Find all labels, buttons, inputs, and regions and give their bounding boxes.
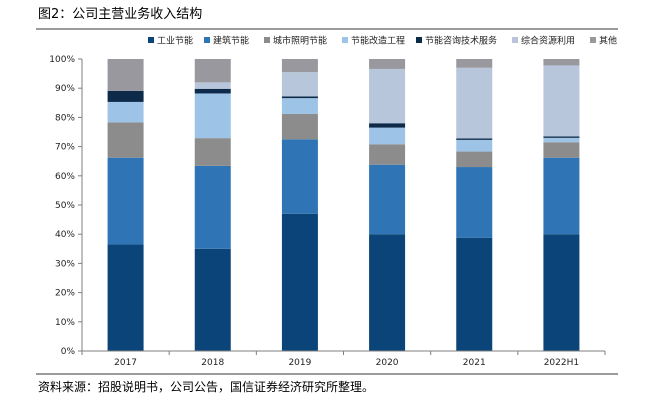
- bar-segment: [194, 248, 231, 351]
- x-tick-label: 2021: [463, 358, 486, 368]
- bar-stack-2021: [456, 59, 493, 351]
- legend-swatch: [204, 37, 210, 43]
- source-note: 资料来源：招股说明书，公司公告，国信证券经济研究所整理。: [38, 380, 375, 394]
- legend: 工业节能 建筑节能 城市照明节能 节能改造工程 节能咨询技术服务 综合资源利用 其他: [148, 35, 617, 47]
- bar-segment: [107, 244, 144, 351]
- legend-swatch: [416, 37, 422, 43]
- bar-segment: [107, 157, 144, 245]
- y-tick-label: 60%: [55, 172, 75, 182]
- bar-segment: [456, 59, 493, 68]
- y-tick-label: 90%: [55, 84, 75, 94]
- bar-segment: [543, 136, 580, 138]
- x-tick-label: 2022H1: [544, 358, 579, 368]
- bar-segment: [369, 127, 406, 145]
- bar-segment: [543, 234, 580, 351]
- legend-label: 城市照明节能: [273, 35, 327, 47]
- bar-segment: [456, 167, 493, 238]
- bar-stack-2022H1: [543, 59, 580, 351]
- x-tick-label: 2017: [114, 358, 137, 368]
- bar-segment: [369, 144, 406, 165]
- x-tick-label: 2020: [376, 358, 399, 368]
- stacked-bar-chart: 工业节能 建筑节能 城市照明节能 节能改造工程 节能咨询技术服务 综合资源利用 其他 0% 1…: [49, 35, 617, 369]
- bar-stack-2017: [107, 59, 144, 351]
- bar-segment: [369, 59, 406, 69]
- y-axis: 0% 10% 20% 30% 40% 50% 60% 70% 80% 90% 100%: [49, 55, 83, 357]
- bar-segment: [107, 101, 144, 123]
- legend-label: 综合资源利用: [521, 35, 575, 47]
- bar-stack-2020: [369, 59, 406, 351]
- legend-label: 节能咨询技术服务: [425, 35, 497, 47]
- legend-label: 工业节能: [157, 35, 193, 47]
- legend-swatch: [590, 37, 596, 43]
- bar-segment: [107, 122, 144, 158]
- bar-segment: [107, 59, 144, 91]
- legend-swatch: [342, 37, 348, 43]
- bar-segment: [456, 67, 493, 139]
- x-tick-label: 2019: [288, 358, 311, 368]
- bar-segment: [194, 93, 231, 139]
- figure-title: 图2：公司主营业务收入结构: [38, 7, 203, 22]
- x-axis: 2017 2018 2019 2020 2021 2022H1: [81, 350, 606, 368]
- bar-segment: [543, 137, 580, 143]
- bar-stack-2018: [194, 59, 231, 351]
- bar-segment: [194, 88, 231, 94]
- bar-segment: [281, 113, 318, 140]
- legend-swatch: [264, 37, 270, 43]
- bar-segment: [194, 59, 231, 83]
- bar-segment: [543, 142, 580, 158]
- bar-segment: [456, 237, 493, 351]
- title-divider: [36, 28, 618, 30]
- bar-segment: [107, 90, 144, 102]
- bar-segment: [281, 139, 318, 214]
- bar-segment: [369, 68, 406, 124]
- legend-label: 建筑节能: [213, 35, 249, 47]
- bar-segment: [194, 165, 231, 249]
- bar-segment: [543, 157, 580, 235]
- y-tick-label: 70%: [55, 143, 75, 153]
- bar-segment: [194, 138, 231, 166]
- x-tick-label: 2018: [201, 358, 224, 368]
- bar-segment: [281, 98, 318, 114]
- source-divider: [36, 373, 618, 375]
- bar-segment: [281, 213, 318, 351]
- bar-segment: [543, 59, 580, 66]
- bar-segment: [369, 123, 406, 128]
- y-tick-label: 20%: [55, 289, 75, 299]
- bar-segment: [456, 138, 493, 140]
- bar-segment: [194, 82, 231, 89]
- bar-stack-2019: [281, 59, 318, 351]
- y-tick-label: 30%: [55, 259, 75, 269]
- y-tick-label: 100%: [49, 55, 75, 65]
- bar-segment: [456, 139, 493, 152]
- y-tick-label: 10%: [55, 318, 75, 328]
- y-tick-label: 50%: [55, 201, 75, 211]
- y-tick-label: 40%: [55, 230, 75, 240]
- bar-segment: [281, 96, 318, 99]
- bar-segment: [281, 59, 318, 73]
- legend-label: 节能改造工程: [351, 35, 405, 47]
- legend-swatch: [148, 37, 154, 43]
- bars: [107, 59, 580, 351]
- legend-swatch: [512, 37, 518, 43]
- y-tick-label: 80%: [55, 113, 75, 123]
- bar-segment: [543, 65, 580, 137]
- y-tick-label: 0%: [61, 347, 76, 357]
- bar-segment: [369, 234, 406, 351]
- bar-segment: [456, 151, 493, 168]
- legend-label: 其他: [599, 35, 617, 47]
- bar-segment: [281, 72, 318, 97]
- bar-segment: [369, 164, 406, 235]
